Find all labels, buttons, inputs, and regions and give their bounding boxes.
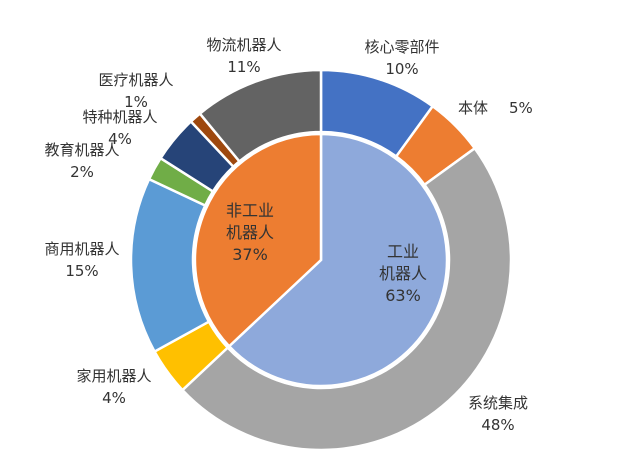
inner-label-value-0: 63% <box>385 286 421 305</box>
outer-label-name-4: 商用机器人 <box>44 240 119 258</box>
outer-label-name-8: 物流机器人 <box>206 36 281 54</box>
inner-slice-0 <box>227 132 449 388</box>
outer-label-value-4: 15% <box>65 262 98 280</box>
outer-label-value-8: 11% <box>227 58 260 76</box>
outer-slice-2 <box>180 146 513 452</box>
outer-label-name-5: 教育机器人 <box>44 141 119 159</box>
outer-label-value-3: 4% <box>102 389 126 407</box>
outer-ring <box>129 68 513 452</box>
outer-label-value-6: 4% <box>108 130 132 148</box>
outer-label-name-3: 家用机器人 <box>76 367 151 385</box>
inner-label-name-0: 工业机器人 <box>379 242 427 283</box>
inner-slice-1 <box>193 132 323 349</box>
outer-label-name-7: 医疗机器人 <box>98 71 173 89</box>
outer-label-value-1: 5% <box>509 99 533 117</box>
outer-label-name-2: 系统集成 <box>468 394 528 412</box>
inner-label-name-1: 非工业机器人 <box>226 201 274 242</box>
outer-label-value-7: 1% <box>124 93 148 111</box>
outer-label-value-0: 10% <box>385 60 418 78</box>
outer-label-value-5: 2% <box>70 163 94 181</box>
outer-label-value-2: 48% <box>481 416 514 434</box>
inner-label-value-1: 37% <box>232 245 268 264</box>
outer-label-name-6: 特种机器人 <box>82 108 157 126</box>
outer-label-name-1: 本体 <box>458 99 488 117</box>
slice-labels: 核心零部件 10% 本体 5% 系统集成 48% 家用机器人 4% 商用机器人 15% 教育机器人 2… <box>44 36 532 434</box>
outer-slice-8 <box>198 68 323 164</box>
outer-label-name-0: 核心零部件 <box>364 38 439 56</box>
inner-pie <box>193 132 449 388</box>
